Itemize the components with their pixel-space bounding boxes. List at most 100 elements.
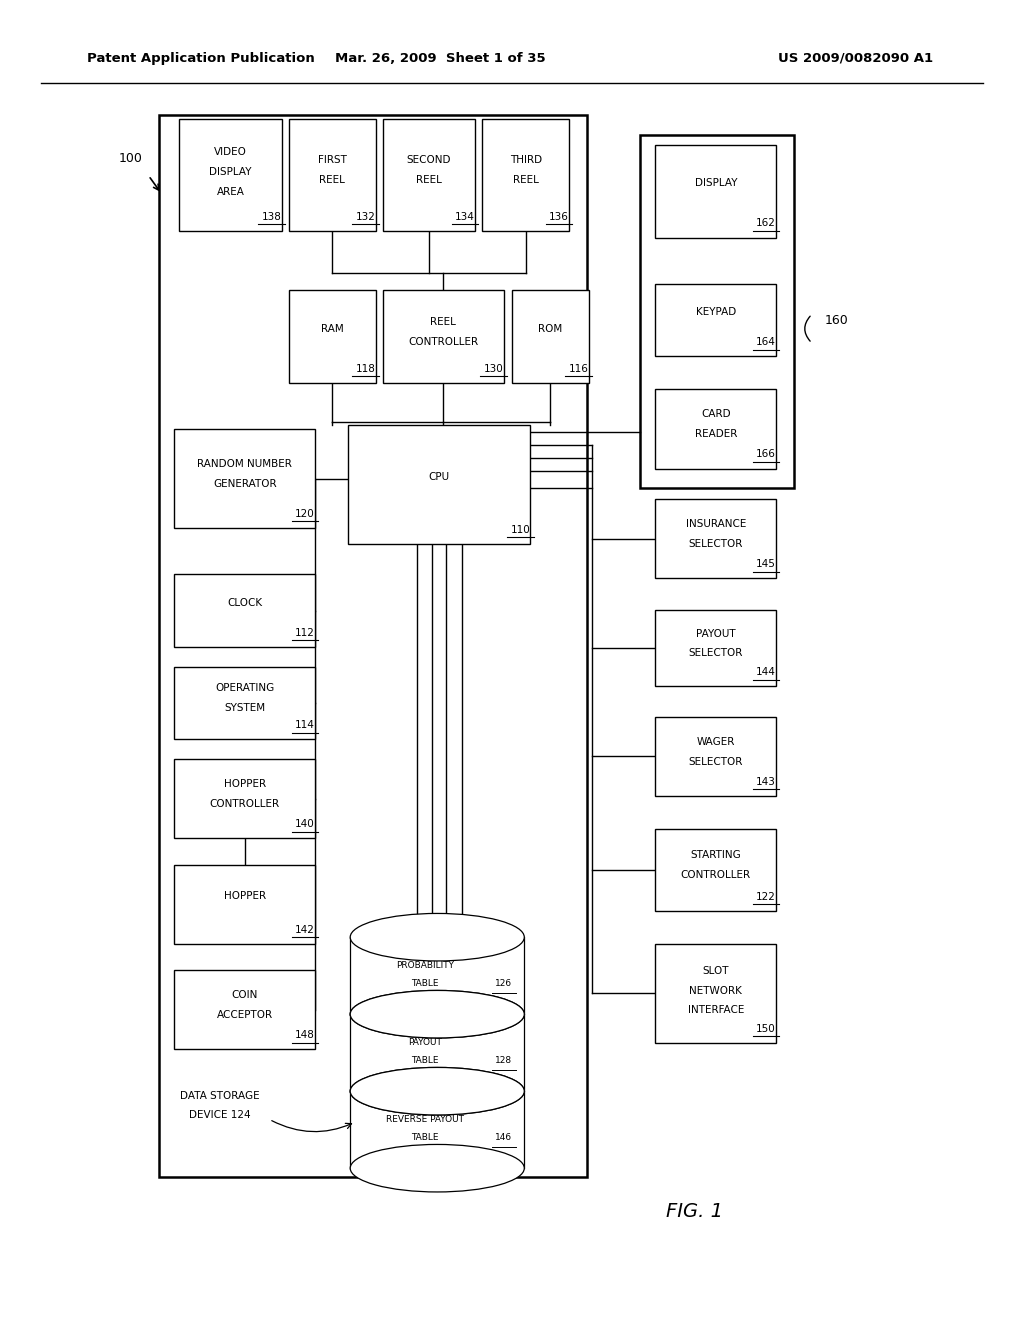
Text: 148: 148 bbox=[295, 1030, 315, 1040]
Text: 130: 130 bbox=[483, 363, 504, 374]
FancyBboxPatch shape bbox=[174, 574, 315, 647]
Text: HOPPER: HOPPER bbox=[223, 779, 266, 789]
FancyBboxPatch shape bbox=[174, 429, 315, 528]
Text: 164: 164 bbox=[756, 337, 776, 347]
Text: WAGER: WAGER bbox=[696, 737, 735, 747]
Text: DISPLAY: DISPLAY bbox=[694, 178, 737, 189]
Text: COIN: COIN bbox=[231, 990, 258, 1001]
Text: 114: 114 bbox=[295, 719, 315, 730]
FancyBboxPatch shape bbox=[482, 119, 569, 231]
Text: 116: 116 bbox=[568, 363, 589, 374]
Text: CPU: CPU bbox=[429, 471, 450, 482]
Text: 136: 136 bbox=[549, 211, 569, 222]
Text: SELECTOR: SELECTOR bbox=[688, 756, 743, 767]
FancyBboxPatch shape bbox=[174, 759, 315, 838]
Ellipse shape bbox=[350, 990, 524, 1038]
Text: 138: 138 bbox=[261, 211, 282, 222]
Text: THIRD: THIRD bbox=[510, 156, 542, 165]
Text: REVERSE PAYOUT: REVERSE PAYOUT bbox=[386, 1114, 464, 1123]
Ellipse shape bbox=[350, 1144, 524, 1192]
Text: SLOT: SLOT bbox=[702, 966, 729, 975]
Text: KEYPAD: KEYPAD bbox=[695, 308, 736, 317]
Text: 150: 150 bbox=[756, 1023, 776, 1034]
Text: 112: 112 bbox=[295, 627, 315, 638]
Text: 126: 126 bbox=[496, 979, 512, 989]
Text: PROBABILITY: PROBABILITY bbox=[396, 961, 454, 970]
Text: CONTROLLER: CONTROLLER bbox=[210, 799, 280, 809]
Text: CONTROLLER: CONTROLLER bbox=[681, 870, 751, 880]
FancyBboxPatch shape bbox=[348, 425, 530, 544]
FancyBboxPatch shape bbox=[174, 667, 315, 739]
Text: PAYOUT: PAYOUT bbox=[696, 628, 735, 639]
Text: OPERATING: OPERATING bbox=[215, 684, 274, 693]
FancyBboxPatch shape bbox=[174, 970, 315, 1049]
Text: Patent Application Publication: Patent Application Publication bbox=[87, 51, 314, 65]
Text: DEVICE 124: DEVICE 124 bbox=[189, 1110, 251, 1121]
Text: FIRST: FIRST bbox=[317, 156, 347, 165]
Text: 122: 122 bbox=[756, 891, 776, 902]
Text: AREA: AREA bbox=[216, 187, 245, 197]
Text: REEL: REEL bbox=[430, 317, 457, 327]
Text: REEL: REEL bbox=[319, 176, 345, 185]
Text: RAM: RAM bbox=[321, 323, 344, 334]
FancyBboxPatch shape bbox=[655, 829, 776, 911]
FancyBboxPatch shape bbox=[289, 290, 376, 383]
Text: ROM: ROM bbox=[539, 323, 562, 334]
Text: SYSTEM: SYSTEM bbox=[224, 704, 265, 713]
FancyBboxPatch shape bbox=[655, 717, 776, 796]
Text: CONTROLLER: CONTROLLER bbox=[409, 337, 478, 347]
Text: INTERFACE: INTERFACE bbox=[687, 1006, 744, 1015]
Text: SELECTOR: SELECTOR bbox=[688, 648, 743, 659]
Text: 118: 118 bbox=[355, 363, 376, 374]
Text: 128: 128 bbox=[496, 1056, 512, 1065]
Text: CARD: CARD bbox=[701, 409, 730, 420]
Text: NETWORK: NETWORK bbox=[689, 986, 742, 995]
Text: 142: 142 bbox=[295, 924, 315, 935]
Text: READER: READER bbox=[694, 429, 737, 440]
FancyBboxPatch shape bbox=[655, 610, 776, 686]
Text: HOPPER: HOPPER bbox=[223, 891, 266, 902]
Text: 120: 120 bbox=[295, 508, 315, 519]
FancyBboxPatch shape bbox=[174, 865, 315, 944]
Text: RANDOM NUMBER: RANDOM NUMBER bbox=[198, 459, 292, 469]
Ellipse shape bbox=[350, 990, 524, 1038]
Text: SECOND: SECOND bbox=[407, 156, 452, 165]
FancyBboxPatch shape bbox=[159, 115, 587, 1177]
Text: 166: 166 bbox=[756, 449, 776, 459]
Text: CLOCK: CLOCK bbox=[227, 598, 262, 607]
Ellipse shape bbox=[350, 1068, 524, 1115]
Text: Mar. 26, 2009  Sheet 1 of 35: Mar. 26, 2009 Sheet 1 of 35 bbox=[335, 51, 546, 65]
Text: 144: 144 bbox=[756, 667, 776, 677]
Text: TABLE: TABLE bbox=[412, 1056, 438, 1065]
FancyBboxPatch shape bbox=[655, 499, 776, 578]
FancyBboxPatch shape bbox=[655, 145, 776, 238]
Text: INSURANCE: INSURANCE bbox=[686, 519, 745, 529]
Text: 146: 146 bbox=[496, 1133, 512, 1142]
Text: 134: 134 bbox=[455, 211, 475, 222]
Text: 143: 143 bbox=[756, 776, 776, 787]
Text: VIDEO: VIDEO bbox=[214, 148, 247, 157]
FancyBboxPatch shape bbox=[289, 119, 376, 231]
Text: DATA STORAGE: DATA STORAGE bbox=[180, 1090, 260, 1101]
FancyBboxPatch shape bbox=[383, 290, 504, 383]
Text: 110: 110 bbox=[510, 524, 530, 535]
Ellipse shape bbox=[350, 913, 524, 961]
Text: 140: 140 bbox=[295, 818, 315, 829]
Ellipse shape bbox=[350, 1068, 524, 1115]
FancyBboxPatch shape bbox=[655, 284, 776, 356]
Text: US 2009/0082090 A1: US 2009/0082090 A1 bbox=[778, 51, 933, 65]
Text: TABLE: TABLE bbox=[412, 1133, 438, 1142]
Text: 132: 132 bbox=[355, 211, 376, 222]
Text: ACCEPTOR: ACCEPTOR bbox=[217, 1010, 272, 1020]
FancyBboxPatch shape bbox=[655, 944, 776, 1043]
Text: 162: 162 bbox=[756, 218, 776, 228]
FancyBboxPatch shape bbox=[655, 389, 776, 469]
FancyBboxPatch shape bbox=[512, 290, 589, 383]
Text: STARTING: STARTING bbox=[690, 850, 741, 861]
Text: REEL: REEL bbox=[416, 176, 442, 185]
FancyBboxPatch shape bbox=[383, 119, 475, 231]
Text: 160: 160 bbox=[824, 314, 848, 327]
Text: SELECTOR: SELECTOR bbox=[688, 539, 743, 549]
Text: REEL: REEL bbox=[513, 176, 539, 185]
Text: 145: 145 bbox=[756, 558, 776, 569]
